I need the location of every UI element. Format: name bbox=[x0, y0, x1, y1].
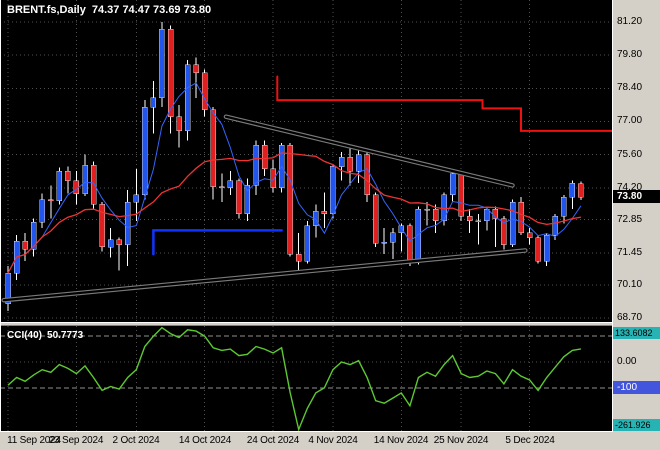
chart-frame-left bbox=[0, 0, 1, 432]
price-axis-label: 72.85 bbox=[617, 214, 643, 225]
date-label: 5 Dec 2024 bbox=[505, 435, 555, 446]
moving-averages bbox=[7, 82, 582, 274]
price-axis-label: 79.80 bbox=[617, 49, 643, 60]
price-axis-label: 77.00 bbox=[617, 115, 643, 126]
price-axis-label: 78.40 bbox=[617, 82, 643, 93]
cci-grid bbox=[0, 326, 613, 432]
date-label: 23 Sep 2024 bbox=[48, 435, 104, 446]
cci-value: 50.7773 bbox=[47, 330, 84, 341]
chart-title: BRENT.fs,Daily 74.37 74.47 73.69 73.80 bbox=[7, 4, 217, 16]
drawn-objects[interactable] bbox=[1, 75, 613, 303]
price-axis-label: 81.20 bbox=[617, 16, 643, 27]
price-axis[interactable]: 81.20 79.80 78.40 77.00 75.60 74.20 72.85 71.45… bbox=[613, 0, 660, 450]
date-label: 4 Nov 2024 bbox=[308, 435, 358, 446]
panel-splitter[interactable] bbox=[0, 322, 613, 326]
chart-frame-bottom bbox=[0, 431, 613, 432]
date-label: 14 Oct 2024 bbox=[178, 435, 232, 446]
date-label: 14 Nov 2024 bbox=[373, 435, 429, 446]
chart-frame-right bbox=[612, 0, 613, 432]
cci-indicator-panel[interactable] bbox=[0, 326, 613, 432]
price-chart-panel[interactable] bbox=[0, 0, 613, 322]
symbol-timeframe-label: BRENT.fs,Daily bbox=[7, 4, 86, 16]
price-chart-svg[interactable] bbox=[0, 0, 613, 322]
price-axis-label: 71.45 bbox=[617, 247, 643, 258]
cci-line bbox=[7, 326, 582, 432]
cci-level-tag: -100 bbox=[613, 381, 660, 394]
price-axis-label: 70.10 bbox=[617, 279, 643, 290]
current-price-tag: 73.80 bbox=[613, 190, 660, 203]
date-label: 25 Nov 2024 bbox=[433, 435, 489, 446]
cci-min-tag: -261.926 bbox=[613, 419, 660, 431]
cci-max-tag: 133.6082 bbox=[613, 327, 660, 339]
candles bbox=[5, 22, 584, 311]
price-axis-label: 74.20 bbox=[617, 182, 643, 193]
cci-name: CCI(40) bbox=[7, 330, 43, 341]
ohlc-values: 74.37 74.47 73.69 73.80 bbox=[91, 4, 212, 16]
date-label: 2 Oct 2024 bbox=[112, 435, 160, 446]
cci-indicator-svg[interactable] bbox=[0, 326, 613, 432]
price-axis-label: 68.70 bbox=[617, 312, 643, 323]
cci-indicator-label: CCI(40) 50.7773 bbox=[7, 330, 88, 341]
cci-zero-label: 0.00 bbox=[617, 356, 637, 367]
date-label: 24 Oct 2024 bbox=[246, 435, 300, 446]
date-label: 11 Sep 2024 bbox=[7, 435, 61, 446]
time-axis[interactable]: 11 Sep 2024 23 Sep 2024 2 Oct 2024 14 Oct 2… bbox=[0, 432, 613, 450]
price-axis-label: 75.60 bbox=[617, 149, 643, 160]
price-grid bbox=[0, 0, 613, 322]
